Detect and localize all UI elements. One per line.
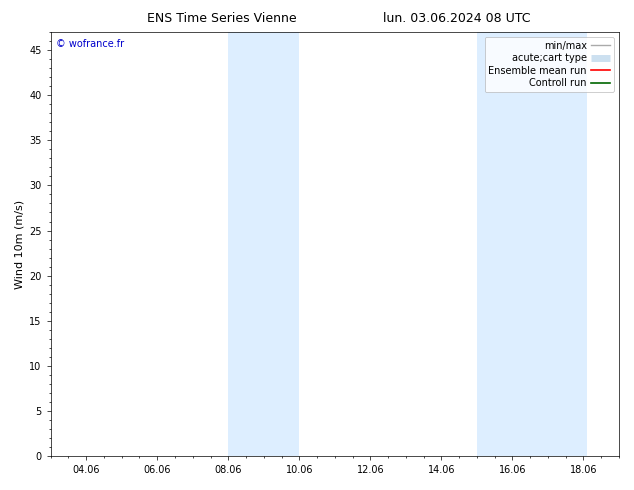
Text: ENS Time Series Vienne: ENS Time Series Vienne	[147, 12, 297, 25]
Legend: min/max, acute;cart type, Ensemble mean run, Controll run: min/max, acute;cart type, Ensemble mean …	[484, 37, 614, 92]
Text: lun. 03.06.2024 08 UTC: lun. 03.06.2024 08 UTC	[383, 12, 530, 25]
Bar	[477, 32, 587, 456]
Text: © wofrance.fr: © wofrance.fr	[56, 39, 124, 49]
Bar	[228, 32, 299, 456]
Y-axis label: Wind 10m (m/s): Wind 10m (m/s)	[15, 199, 25, 289]
